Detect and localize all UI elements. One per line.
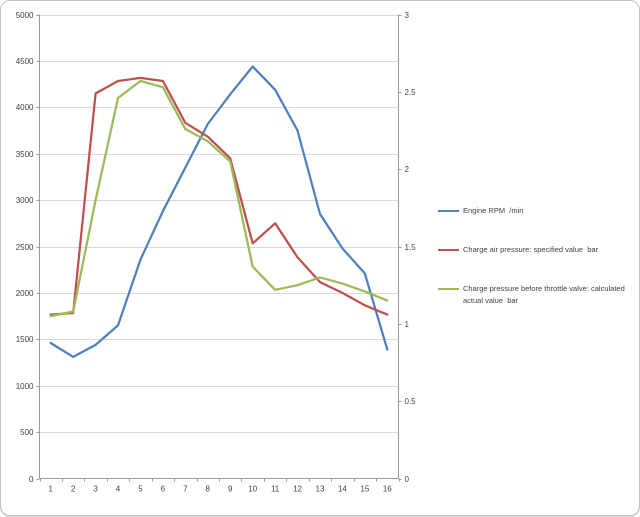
legend-line-sample-blue-icon — [438, 210, 459, 212]
legend-item-charge-pressure-actual: Charge pressure before throttle valve: c… — [438, 283, 628, 307]
left-axis-tick-label: 500 — [20, 428, 34, 437]
x-axis-tick-label: 5 — [138, 485, 143, 494]
x-axis-tick-label: 2 — [71, 485, 76, 494]
left-axis-tick-label: 5000 — [16, 11, 34, 20]
x-axis-tick-label: 14 — [338, 485, 347, 494]
x-axis-tick-label: 1 — [48, 485, 53, 494]
x-axis-tick-label: 3 — [93, 485, 98, 494]
series-line-2 — [49, 79, 389, 318]
series-line-0 — [49, 65, 389, 359]
left-axis-tick-label: 2500 — [16, 243, 34, 252]
x-axis-tick-label: 4 — [116, 485, 121, 494]
series-line-1 — [49, 76, 389, 316]
x-axis-tick-label: 6 — [161, 485, 166, 494]
left-axis-tick-label: 3000 — [16, 196, 34, 205]
legend-item-charge-air-pressure-specified: Charge air pressure: specified value bar — [438, 244, 628, 256]
left-axis-tick-label: 1000 — [16, 382, 34, 391]
legend-line-sample-red-icon — [438, 249, 459, 251]
right-axis-tick-label: 0.5 — [405, 397, 417, 406]
right-axis-tick-label: 2.5 — [405, 88, 417, 97]
x-axis-tick-label: 8 — [206, 485, 211, 494]
x-axis-tick-label: 15 — [360, 485, 369, 494]
left-axis-tick-label: 1500 — [16, 335, 34, 344]
legend-label-charge-pressure-actual: Charge pressure before throttle valve: c… — [463, 284, 627, 305]
x-axis-tick-label: 13 — [316, 485, 325, 494]
right-axis-tick-label: 2 — [405, 165, 410, 174]
legend-item-engine-rpm: Engine RPM /min — [438, 205, 628, 217]
x-axis-tick-label: 9 — [228, 485, 233, 494]
x-axis-tick-label: 12 — [293, 485, 302, 494]
x-axis-tick-label: 7 — [183, 485, 188, 494]
right-axis-tick-label: 3 — [405, 11, 410, 20]
left-axis-tick-label: 0 — [29, 475, 34, 484]
x-axis-tick-label: 16 — [383, 485, 392, 494]
right-axis-tick-label: 1 — [405, 320, 410, 329]
left-axis-tick-label: 2000 — [16, 289, 34, 298]
chart-legend: Engine RPM /min Charge air pressure: spe… — [438, 205, 628, 307]
left-axis-tick-label: 4000 — [16, 103, 34, 112]
legend-label-charge-air-pressure-specified: Charge air pressure: specified value bar — [463, 245, 599, 254]
right-axis-tick-label: 0 — [405, 475, 410, 484]
left-axis-tick-label: 3500 — [16, 150, 34, 159]
x-axis-tick-label: 10 — [248, 485, 257, 494]
x-axis-tick-label: 11 — [271, 485, 280, 494]
right-axis-tick-label: 1.5 — [405, 243, 417, 252]
legend-line-sample-green-icon — [438, 288, 459, 290]
legend-label-engine-rpm: Engine RPM /min — [463, 206, 524, 215]
left-axis-tick-label: 4500 — [16, 57, 34, 66]
